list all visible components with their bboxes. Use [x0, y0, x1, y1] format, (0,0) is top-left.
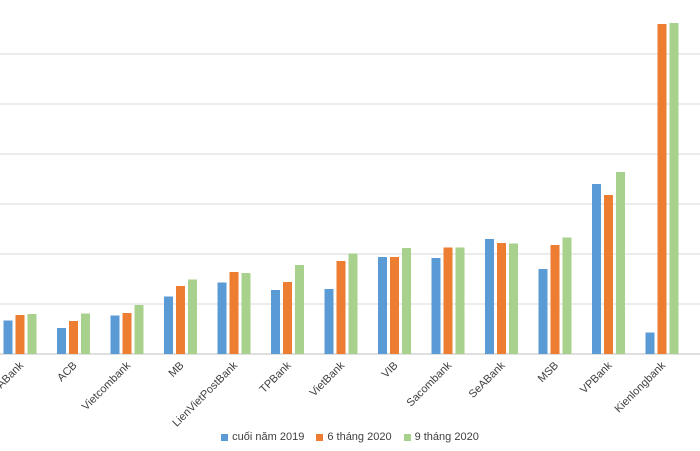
bar-vietbank-series-3: [348, 253, 358, 354]
x-tick-label: ACB: [55, 360, 79, 384]
bar-chart: BacABank ACB Vietcombank MBLienVietPostBank…: [0, 23, 700, 429]
legend-swatch: [221, 433, 229, 441]
bar-mb-series-2: [176, 286, 185, 354]
bar-lienvietpostbank-series-3: [241, 273, 251, 354]
x-tick-label: TPBank: [257, 359, 294, 396]
x-tick-label: Sacombank: [405, 359, 455, 409]
legend: cuối năm 2019 6 tháng 2020 9 tháng 2020: [0, 428, 700, 446]
legend-item: 9 tháng 2020: [403, 431, 479, 443]
bar-tpbank-series-3: [295, 265, 304, 354]
bar-vpbank-series-1: [592, 184, 601, 354]
bar-sacombank-series-2: [443, 247, 453, 354]
bar-bacabank-series-1: [3, 320, 13, 354]
bar-lienvietpostbank-series-1: [217, 282, 227, 354]
legend-swatch: [403, 433, 411, 441]
bar-sacombank-series-3: [455, 247, 465, 354]
bar-kienlongbank-series-1: [645, 332, 655, 354]
bar-msb-series-2: [550, 245, 560, 354]
bar-mb-series-3: [188, 279, 197, 354]
bar-vib-series-2: [390, 257, 399, 354]
bar-mb-series-1: [164, 296, 173, 354]
bar-tpbank-series-2: [283, 282, 292, 354]
x-tick-label: VIB: [380, 360, 401, 381]
bar-vietcombank-series-1: [110, 315, 120, 354]
legend-item: cuối năm 2019: [221, 431, 304, 443]
bar-vietcombank-series-3: [134, 305, 144, 354]
x-tick-label: Vietcombank: [80, 359, 134, 413]
bar-acb-series-3: [81, 313, 90, 354]
legend-label: cuối năm 2019: [232, 431, 305, 443]
legend-swatch: [316, 433, 324, 441]
bars: [3, 23, 679, 354]
bar-msb-series-1: [538, 269, 548, 354]
bar-kienlongbank-series-2: [657, 24, 667, 354]
bar-seabank-series-2: [497, 243, 506, 354]
x-tick-label: Kienlongbank: [612, 359, 668, 415]
bar-bacabank-series-3: [27, 314, 37, 354]
x-tick-label: VPBank: [578, 359, 615, 396]
bar-vib-series-3: [402, 248, 411, 354]
bar-msb-series-3: [562, 237, 572, 354]
bar-sacombank-series-1: [431, 258, 441, 354]
bar-acb-series-1: [57, 328, 66, 354]
x-axis-tick-labels: BacABank ACB Vietcombank MBLienVietPostBank…: [0, 359, 668, 429]
x-tick-label: BacABank: [0, 359, 26, 404]
bar-vpbank-series-2: [604, 195, 613, 354]
x-tick-label: VietBank: [308, 359, 348, 399]
bar-bacabank-series-2: [15, 315, 25, 354]
bar-vietbank-series-2: [336, 261, 346, 354]
x-tick-label: MB: [166, 360, 186, 380]
x-tick-label: SeABank: [467, 359, 508, 400]
bar-seabank-series-3: [509, 243, 518, 354]
bar-lienvietpostbank-series-2: [229, 272, 239, 354]
x-tick-label: MSB: [536, 360, 561, 385]
legend-item: 6 tháng 2020: [316, 431, 392, 443]
bar-vib-series-1: [378, 257, 387, 354]
bar-vpbank-series-3: [616, 172, 625, 354]
legend-label: 6 tháng 2020: [327, 431, 392, 443]
bar-kienlongbank-series-3: [669, 23, 679, 354]
bar-tpbank-series-1: [271, 290, 280, 354]
bar-acb-series-2: [69, 321, 78, 354]
bar-vietbank-series-1: [324, 289, 334, 354]
bar-vietcombank-series-2: [122, 313, 132, 354]
bar-seabank-series-1: [485, 239, 494, 354]
legend-label: 9 tháng 2020: [414, 431, 479, 443]
